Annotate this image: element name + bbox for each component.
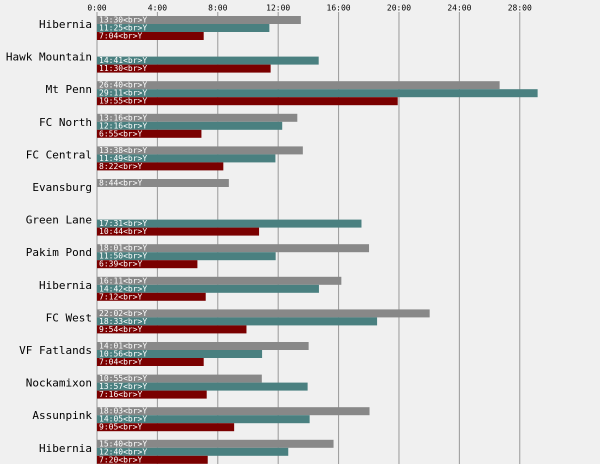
- category-label: Hibernia: [39, 442, 92, 455]
- bar: [97, 146, 303, 155]
- bar: [97, 342, 309, 350]
- x-tick-label: 12:00: [266, 4, 290, 13]
- bar: [97, 154, 276, 163]
- category-label: FC North: [39, 116, 92, 129]
- bar: [97, 439, 334, 448]
- value-label: 10:44<br>Y: [99, 227, 147, 236]
- bar: [97, 390, 207, 399]
- value-label: 13:16<br>Y: [99, 113, 147, 122]
- value-label: 7:04<br>Y: [99, 32, 143, 41]
- category-label: VF Fatlands: [19, 344, 92, 357]
- value-label: 14:05<br>Y: [99, 415, 147, 424]
- bar: [97, 89, 538, 98]
- category-label: Nockamixon: [26, 377, 92, 390]
- x-tick-label: 28:00: [508, 4, 532, 13]
- value-label: 10:56<br>Y: [99, 350, 147, 359]
- value-label: 15:40<br>Y: [99, 439, 147, 448]
- category-label: FC West: [46, 311, 92, 324]
- value-label: 12:40<br>Y: [99, 447, 147, 456]
- bar: [97, 56, 319, 65]
- category-label: FC Central: [26, 148, 92, 161]
- bar: [97, 113, 298, 122]
- value-label: 11:25<br>Y: [99, 24, 147, 33]
- x-tick-label: 8:00: [208, 4, 227, 13]
- bar: [97, 260, 198, 269]
- category-label: Green Lane: [26, 214, 92, 227]
- value-label: 11:30<br>Y: [99, 64, 147, 73]
- bar: [97, 350, 263, 358]
- bar: [97, 81, 500, 90]
- value-label: 7:04<br>Y: [99, 358, 143, 367]
- bar: [97, 447, 289, 456]
- bar: [97, 16, 301, 24]
- value-label: 18:03<br>Y: [99, 407, 147, 416]
- value-label: 7:20<br>Y: [99, 455, 143, 464]
- value-label: 18:33<br>Y: [99, 317, 147, 326]
- value-label: 14:41<br>Y: [99, 56, 147, 65]
- x-tick-label: 0:00: [87, 4, 106, 13]
- value-label: 7:16<br>Y: [99, 390, 143, 399]
- category-label: Mt Penn: [46, 83, 92, 96]
- value-label: 6:55<br>Y: [99, 129, 143, 138]
- bar: [97, 129, 202, 138]
- bar: [97, 162, 224, 171]
- x-tick-label: 16:00: [327, 4, 351, 13]
- value-label: 29:11<br>Y: [99, 89, 147, 98]
- bar: [97, 415, 310, 424]
- bar: [97, 252, 276, 261]
- value-label: 8:22<br>Y: [99, 162, 143, 171]
- x-tick-label: 24:00: [447, 4, 471, 13]
- bar: [97, 64, 271, 73]
- bar: [97, 317, 378, 326]
- category-label: Pakim Pond: [26, 246, 92, 259]
- bar: [97, 276, 342, 285]
- bar: [97, 227, 260, 236]
- value-label: 9:05<br>Y: [99, 423, 143, 432]
- value-label: 13:57<br>Y: [99, 382, 147, 391]
- bar: [97, 32, 204, 40]
- value-label: 6:39<br>Y: [99, 260, 143, 269]
- value-label: 13:30<br>Y: [99, 16, 147, 25]
- value-label: 12:16<br>Y: [99, 121, 147, 130]
- value-label: 22:02<br>Y: [99, 309, 147, 318]
- bar: [97, 325, 247, 334]
- category-label: Hibernia: [39, 18, 92, 31]
- category-label: Evansburg: [32, 181, 92, 194]
- bar: [97, 382, 308, 391]
- bar: [97, 292, 206, 301]
- bar: [97, 455, 208, 464]
- bar: [97, 374, 262, 383]
- bar: [97, 219, 362, 228]
- bar: [97, 121, 283, 130]
- value-label: 16:11<br>Y: [99, 276, 147, 285]
- value-label: 7:12<br>Y: [99, 292, 143, 301]
- bar: [97, 97, 398, 106]
- bar: [97, 309, 430, 318]
- bar: [97, 423, 235, 432]
- value-label: 19:55<br>Y: [99, 97, 147, 106]
- bar: [97, 407, 370, 416]
- value-label: 14:01<br>Y: [99, 342, 147, 351]
- bar: [97, 179, 229, 187]
- category-label: Hibernia: [39, 279, 92, 292]
- x-tick-label: 4:00: [148, 4, 167, 13]
- value-label: 11:50<br>Y: [99, 252, 147, 261]
- value-label: 13:38<br>Y: [99, 146, 147, 155]
- x-tick-label: 20:00: [387, 4, 411, 13]
- value-label: 10:55<br>Y: [99, 374, 147, 383]
- category-label: Assunpink: [32, 409, 92, 422]
- bar: [97, 24, 270, 32]
- bar: [97, 358, 204, 366]
- value-label: 8:44<br>Y: [99, 179, 143, 188]
- value-label: 17:31<br>Y: [99, 219, 147, 228]
- value-label: 9:54<br>Y: [99, 325, 143, 334]
- value-label: 11:49<br>Y: [99, 154, 147, 163]
- bar: [97, 284, 319, 293]
- value-label: 26:40<br>Y: [99, 81, 147, 90]
- category-label: Hawk Mountain: [6, 51, 92, 64]
- bar: [97, 244, 370, 253]
- value-label: 14:42<br>Y: [99, 284, 147, 293]
- value-label: 18:01<br>Y: [99, 244, 147, 253]
